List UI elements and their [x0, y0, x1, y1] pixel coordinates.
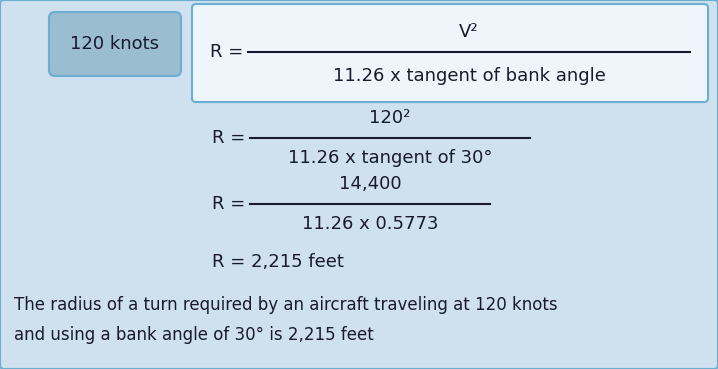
Text: and using a bank angle of 30° is 2,215 feet: and using a bank angle of 30° is 2,215 f… — [14, 326, 374, 344]
Text: 120 knots: 120 knots — [70, 35, 159, 53]
Text: 14,400: 14,400 — [339, 175, 401, 193]
Text: 11.26 x tangent of bank angle: 11.26 x tangent of bank angle — [332, 67, 605, 85]
Text: R = 2,215 feet: R = 2,215 feet — [212, 253, 344, 271]
Text: R =: R = — [212, 195, 246, 213]
Text: 120²: 120² — [369, 109, 411, 127]
Text: R =: R = — [212, 129, 246, 147]
FancyBboxPatch shape — [192, 4, 708, 102]
FancyBboxPatch shape — [49, 12, 181, 76]
Text: 11.26 x tangent of 30°: 11.26 x tangent of 30° — [288, 149, 493, 167]
Text: 11.26 x 0.5773: 11.26 x 0.5773 — [302, 215, 438, 233]
Text: The radius of a turn required by an aircraft traveling at 120 knots: The radius of a turn required by an airc… — [14, 296, 558, 314]
Text: V²: V² — [460, 23, 479, 41]
Text: R =: R = — [210, 43, 243, 61]
